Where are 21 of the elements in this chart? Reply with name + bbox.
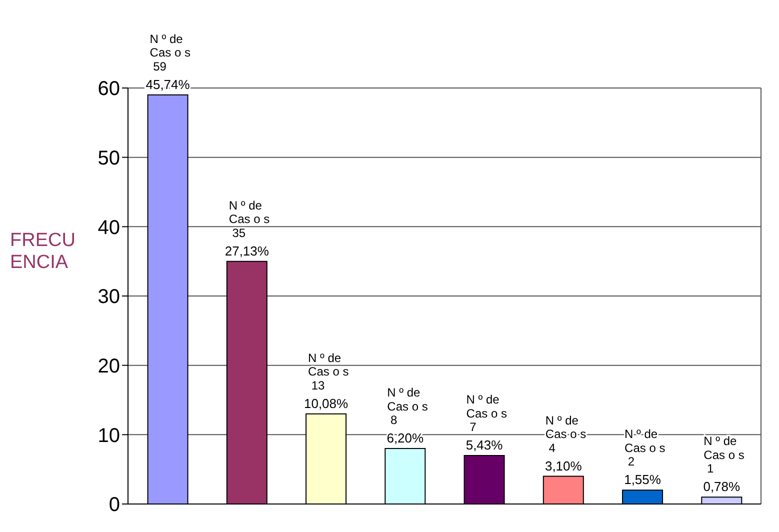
- y-tick-label: 50: [98, 147, 120, 170]
- y-tick-label: 30: [98, 286, 120, 308]
- y-tick-label: 40: [98, 216, 120, 239]
- annotation: 5,43%: [466, 437, 504, 452]
- data-label: N º de Cas o s 13: [308, 350, 349, 392]
- annotation: 27,13%: [224, 243, 270, 258]
- data-label: N º de Cas o s 8: [387, 386, 428, 428]
- annotation: 3,10%: [544, 458, 582, 474]
- y-axis-title: FRECU ENCIA: [10, 230, 76, 274]
- y-tick-label: 0: [108, 494, 120, 516]
- annotation: 10,08%: [304, 396, 349, 411]
- y-tick-label: 10: [98, 424, 120, 447]
- y-tick-label: 60: [98, 78, 120, 100]
- annotation: 0,78%: [703, 479, 741, 494]
- annotation: 1,55%: [624, 472, 662, 488]
- data-label: N º de Cas o s 35: [228, 198, 270, 240]
- data-label: N º de Cas o s 59: [150, 32, 190, 74]
- y-tick-label: 20: [98, 355, 120, 378]
- data-label: N º de Cas o s 7: [466, 392, 507, 434]
- data-label: N º de Cas o s 1: [704, 434, 744, 476]
- annotation: 6,20%: [386, 430, 424, 446]
